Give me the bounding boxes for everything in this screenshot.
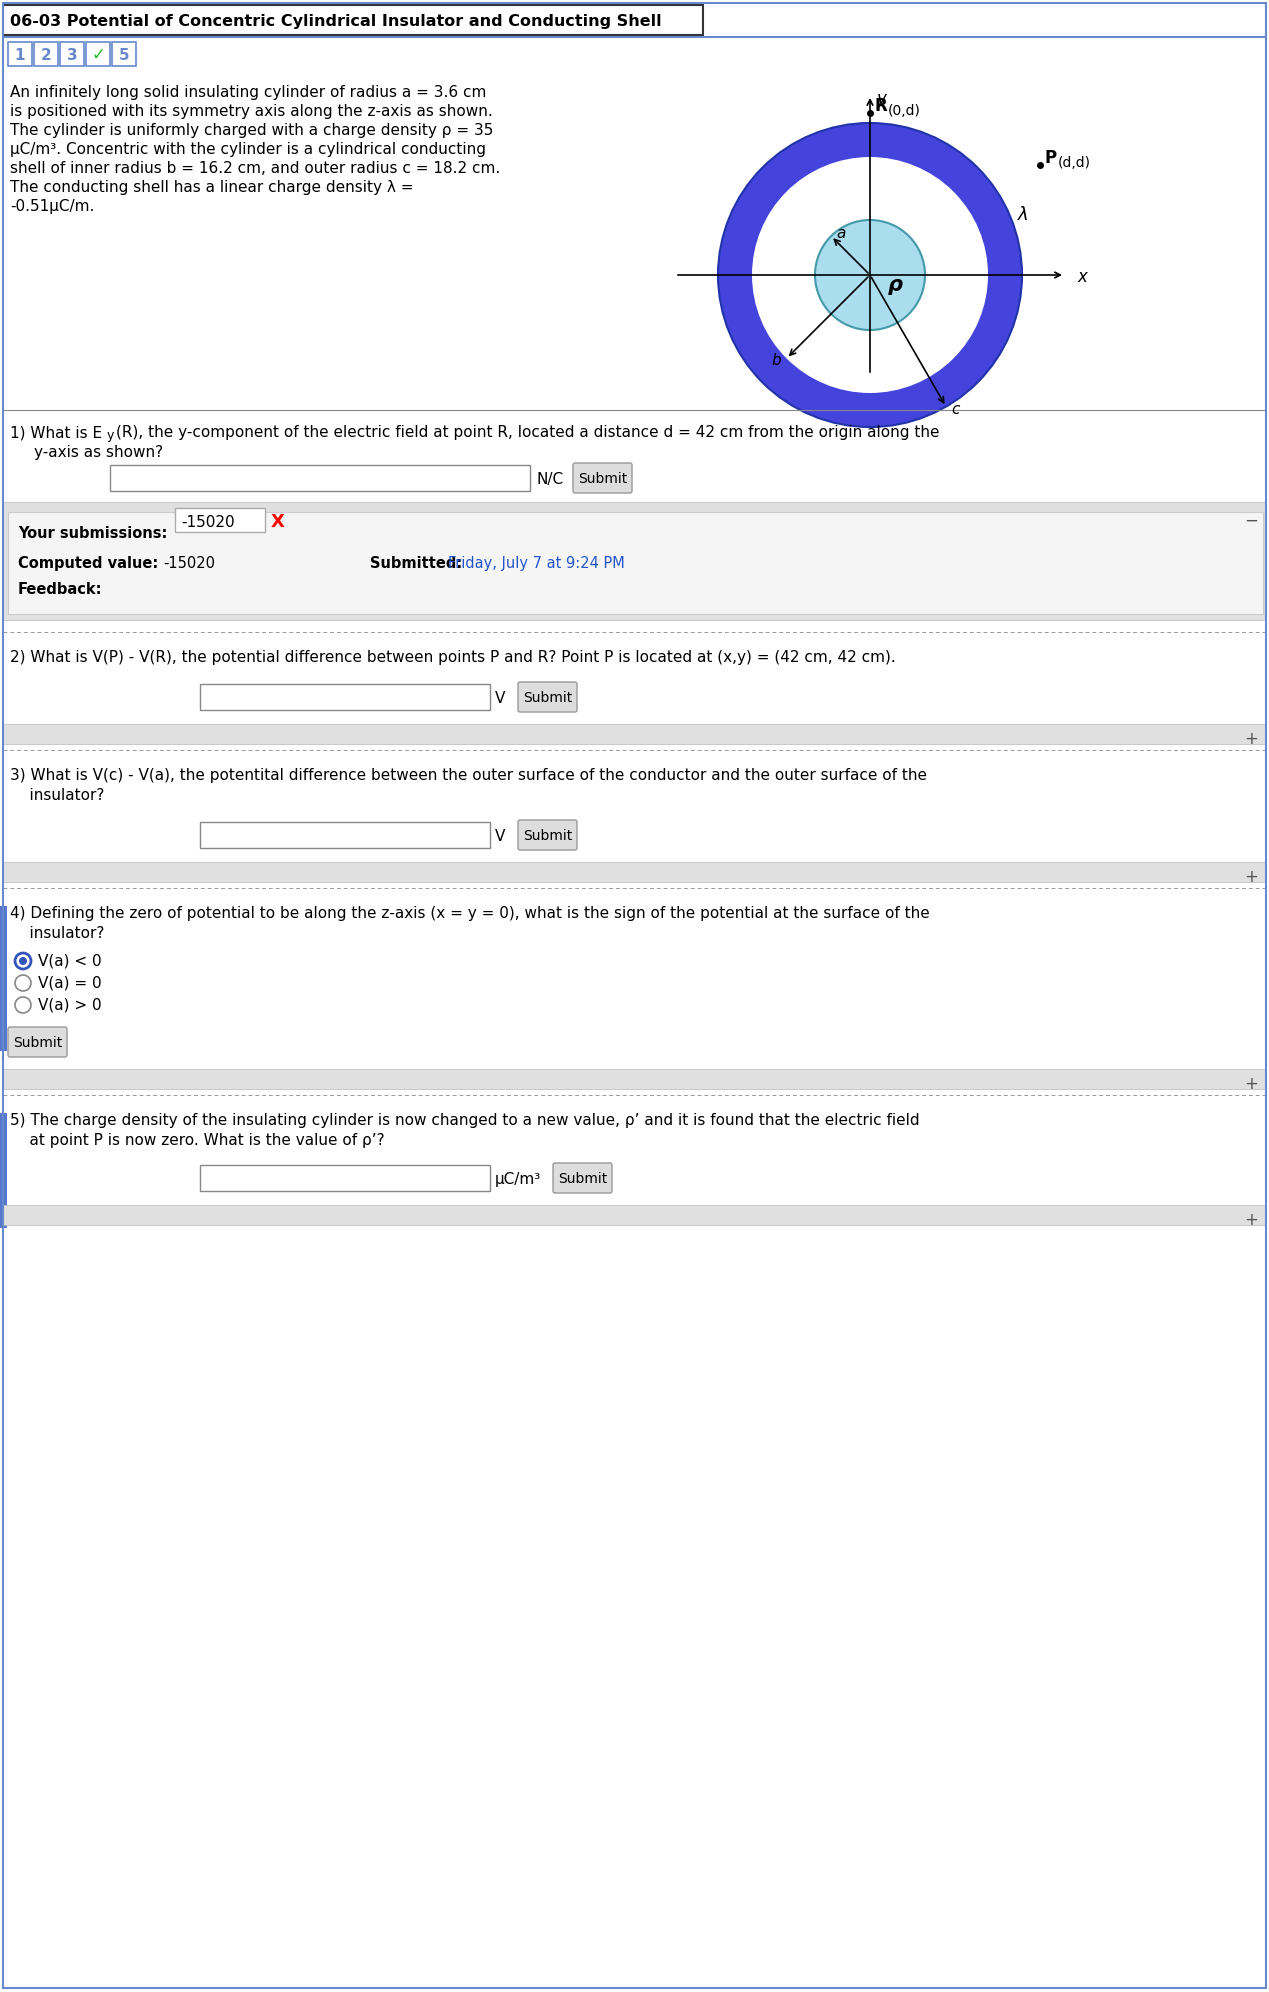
Text: Feedback:: Feedback: xyxy=(18,582,103,598)
Text: +: + xyxy=(1244,729,1258,749)
Text: -15020: -15020 xyxy=(181,514,235,530)
Bar xyxy=(60,42,84,66)
Text: V: V xyxy=(495,829,505,843)
FancyBboxPatch shape xyxy=(553,1163,612,1193)
Text: 1) What is E: 1) What is E xyxy=(10,424,102,440)
Text: R: R xyxy=(876,98,888,116)
Text: -0.51μC/m.: -0.51μC/m. xyxy=(10,199,94,213)
Text: 3: 3 xyxy=(67,48,77,62)
Bar xyxy=(201,823,490,849)
Text: 06-03 Potential of Concentric Cylindrical Insulator and Conducting Shell: 06-03 Potential of Concentric Cylindrica… xyxy=(10,14,661,28)
Text: V: V xyxy=(495,691,505,705)
Text: (d,d): (d,d) xyxy=(1058,155,1091,169)
Bar xyxy=(8,512,1263,614)
Text: Computed value:: Computed value: xyxy=(18,556,159,572)
Text: Your submissions:: Your submissions: xyxy=(18,526,168,542)
FancyBboxPatch shape xyxy=(8,1028,67,1058)
Text: 3) What is V(c) - V(a), the potentital difference between the outer surface of t: 3) What is V(c) - V(a), the potentital d… xyxy=(10,769,926,783)
Text: Submitted:: Submitted: xyxy=(371,556,462,572)
Text: (0,d): (0,d) xyxy=(888,104,921,118)
Text: Submit: Submit xyxy=(558,1171,607,1185)
Text: 2: 2 xyxy=(41,48,51,62)
Text: P: P xyxy=(1044,149,1057,167)
Text: μC/m³. Concentric with the cylinder is a cylindrical conducting: μC/m³. Concentric with the cylinder is a… xyxy=(10,141,486,157)
Text: 5) The charge density of the insulating cylinder is now changed to a new value, : 5) The charge density of the insulating … xyxy=(10,1114,920,1127)
Circle shape xyxy=(815,219,925,331)
Text: insulator?: insulator? xyxy=(10,789,104,803)
Text: The conducting shell has a linear charge density λ =: The conducting shell has a linear charge… xyxy=(10,179,414,195)
Text: Submit: Submit xyxy=(577,472,627,486)
Bar xyxy=(3,1205,1266,1225)
Text: The cylinder is uniformly charged with a charge density ρ = 35: The cylinder is uniformly charged with a… xyxy=(10,124,494,137)
Text: -15020: -15020 xyxy=(162,556,214,572)
Text: μC/m³: μC/m³ xyxy=(495,1171,542,1187)
Text: (R), the y-component of the electric field at point R, located a distance d = 42: (R), the y-component of the electric fie… xyxy=(115,424,939,440)
Bar xyxy=(0,1114,8,1227)
Text: 1: 1 xyxy=(15,48,25,62)
Bar xyxy=(3,723,1266,743)
Text: a: a xyxy=(836,227,845,241)
FancyBboxPatch shape xyxy=(518,681,577,711)
Text: +: + xyxy=(1244,1211,1258,1229)
Circle shape xyxy=(15,952,30,968)
Text: y: y xyxy=(876,90,886,108)
Text: V(a) > 0: V(a) > 0 xyxy=(38,998,102,1012)
Text: Submit: Submit xyxy=(13,1036,62,1050)
Bar xyxy=(112,42,136,66)
Bar xyxy=(3,863,1266,882)
Text: x: x xyxy=(1077,269,1086,287)
Text: y-axis as shown?: y-axis as shown? xyxy=(34,444,164,460)
Text: +: + xyxy=(1244,1076,1258,1094)
Bar xyxy=(201,1165,490,1191)
FancyBboxPatch shape xyxy=(574,462,632,492)
Text: X: X xyxy=(272,514,284,532)
Text: An infinitely long solid insulating cylinder of radius a = 3.6 cm: An infinitely long solid insulating cyli… xyxy=(10,86,486,100)
Text: Submit: Submit xyxy=(523,829,572,843)
Text: 4) Defining the zero of potential to be along the z-axis (x = y = 0), what is th: 4) Defining the zero of potential to be … xyxy=(10,906,930,920)
Bar xyxy=(201,683,490,709)
Bar xyxy=(175,508,265,532)
Text: ρ: ρ xyxy=(888,275,904,295)
Text: is positioned with its symmetry axis along the z-axis as shown.: is positioned with its symmetry axis alo… xyxy=(10,104,492,120)
Text: Friday, July 7 at 9:24 PM: Friday, July 7 at 9:24 PM xyxy=(448,556,624,572)
Text: ✓: ✓ xyxy=(91,46,105,64)
Text: 5: 5 xyxy=(119,48,129,62)
Bar xyxy=(3,6,703,36)
Bar xyxy=(86,42,110,66)
Circle shape xyxy=(718,124,1022,426)
Circle shape xyxy=(753,157,989,392)
Text: +: + xyxy=(1244,869,1258,886)
Text: V(a) = 0: V(a) = 0 xyxy=(38,976,102,990)
FancyBboxPatch shape xyxy=(518,821,577,851)
Text: shell of inner radius b = 16.2 cm, and outer radius c = 18.2 cm.: shell of inner radius b = 16.2 cm, and o… xyxy=(10,161,500,175)
Bar xyxy=(110,464,530,490)
Text: N/C: N/C xyxy=(536,472,563,486)
Text: at point P is now zero. What is the value of ρ’?: at point P is now zero. What is the valu… xyxy=(10,1133,385,1147)
Text: −: − xyxy=(1244,512,1258,530)
Text: Submit: Submit xyxy=(523,691,572,705)
Bar xyxy=(3,1070,1266,1090)
Bar xyxy=(3,502,1266,620)
Bar xyxy=(8,42,32,66)
Circle shape xyxy=(15,974,30,990)
Text: y: y xyxy=(107,428,114,442)
Circle shape xyxy=(19,956,27,964)
Text: c: c xyxy=(950,402,959,416)
Bar xyxy=(0,906,8,1052)
Text: insulator?: insulator? xyxy=(10,926,104,940)
Text: b: b xyxy=(772,353,782,369)
Text: λ: λ xyxy=(1018,205,1029,223)
Bar xyxy=(34,42,58,66)
Circle shape xyxy=(15,998,30,1014)
Text: 2) What is V(P) - V(R), the potential difference between points P and R? Point P: 2) What is V(P) - V(R), the potential di… xyxy=(10,649,896,665)
Text: V(a) < 0: V(a) < 0 xyxy=(38,954,102,968)
